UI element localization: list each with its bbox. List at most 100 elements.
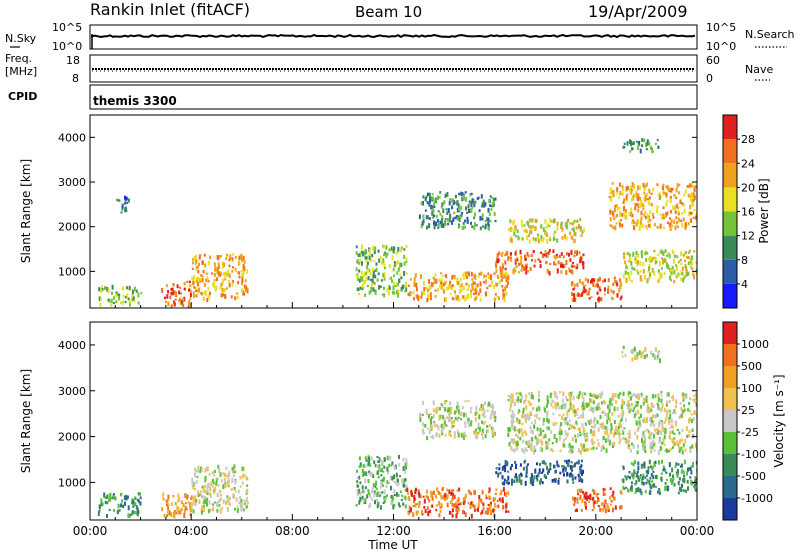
power-cell [474,287,477,292]
velocity-cell [185,502,187,505]
velocity-cell [550,404,553,407]
power-cell [640,216,643,221]
power-cell [665,262,668,268]
power-cell [662,262,664,265]
velocity-cell [649,417,652,422]
power-cell [104,286,107,290]
velocity-cell [639,488,642,493]
velocity-cell [593,506,596,510]
power-cell [176,284,179,289]
velocity-cell [605,448,608,453]
velocity-cell [622,430,625,435]
power-cell [206,298,209,303]
power-cell [359,259,362,264]
power-cell [216,270,219,275]
velocity-cell [560,405,563,410]
power-cell [422,214,425,219]
velocity-cell [638,478,641,482]
velocity-cell [664,418,667,422]
velocity-cell [599,414,602,419]
velocity-cell [657,393,660,398]
power-cell [653,258,656,261]
power-cell [460,283,463,288]
velocity-cell [649,436,652,440]
velocity-cell [383,457,386,461]
power-cell [613,279,616,283]
power-cell [403,254,406,259]
velocity-cell [536,476,539,480]
velocity-cell [163,514,166,518]
power-cell [473,216,476,220]
power-cell [237,280,240,285]
xtick-label: 08:00 [275,524,310,538]
power-cell [684,263,687,268]
power-cell [366,284,369,288]
power-cell [509,238,512,242]
nave-tick-top: 60 [706,54,720,67]
power-cell [592,278,594,283]
power-cell [651,259,654,262]
power-cell [195,277,198,281]
velocity-cell [510,400,513,404]
velocity-cell [689,449,692,453]
power-cell [479,215,482,221]
power-cell [532,237,535,241]
power-cell [514,258,517,263]
power-cell [126,293,129,297]
power-cell [480,271,483,276]
velocity-cell [576,488,579,494]
velocity-cell [650,473,653,477]
velocity-cell [433,420,436,424]
velocity-cell [407,497,410,500]
velocity-cell [637,465,640,471]
power-cell [588,297,591,300]
velocity-cell [379,459,382,462]
velocity-cell [450,492,453,496]
power-cell [362,251,365,257]
power-cell [461,225,464,230]
power-cell [541,253,544,259]
velocity-cell [582,397,585,402]
velocity-cell [364,478,367,484]
power-cell [466,216,469,221]
velocity-cell [375,487,378,490]
power-cell [397,247,400,252]
velocity-cell [109,493,112,499]
velocity-cell [670,424,673,428]
power-cell [203,282,206,288]
freq-label: Freq. [5,52,32,65]
power-cell [692,198,695,202]
power-cell [466,211,469,214]
power-cell [666,199,669,202]
velocity-cell [448,489,451,495]
velocity-cell [537,472,540,478]
power-cell [634,259,637,264]
velocity-cell [205,490,207,494]
power-cell [621,185,624,189]
velocity-cell [499,471,502,475]
velocity-cell [419,417,422,421]
velocity-cell [581,393,584,396]
power-cell [602,280,604,283]
velocity-cell [475,405,478,411]
velocity-cell [579,450,582,455]
power-cell [560,262,563,265]
velocity-cell [633,461,636,465]
velocity-cell [440,424,443,428]
power-cell [199,277,202,280]
velocity-cell [374,500,376,505]
power-cell [165,300,168,303]
power-cell [618,287,621,293]
power-cell [474,297,477,302]
velocity-cell [540,447,543,452]
power-cell [554,256,557,260]
velocity-cell [631,472,634,476]
velocity-cell [595,447,598,450]
power-cell [473,225,476,231]
power-cell [690,197,692,202]
power-cell [519,249,522,255]
velocity-cell [566,432,569,435]
power-cell [481,201,484,207]
velocity-cell [627,488,629,492]
